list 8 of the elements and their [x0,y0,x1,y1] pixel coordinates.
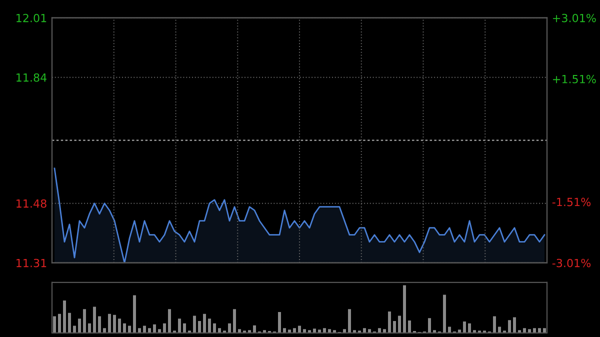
y-tick-label: 11.31 [16,258,46,268]
y-tick-label: 12.01 [16,14,46,22]
y2-tick-label: -1.51% [552,198,591,206]
y2-tick-label: +1.51% [553,74,596,84]
y2-tick-label: -3.01% [552,258,591,268]
y-tick-label: 11.84 [16,73,47,82]
y-tick-label: 11.48 [16,199,46,208]
y2-tick-label: +3.01% [553,14,596,22]
